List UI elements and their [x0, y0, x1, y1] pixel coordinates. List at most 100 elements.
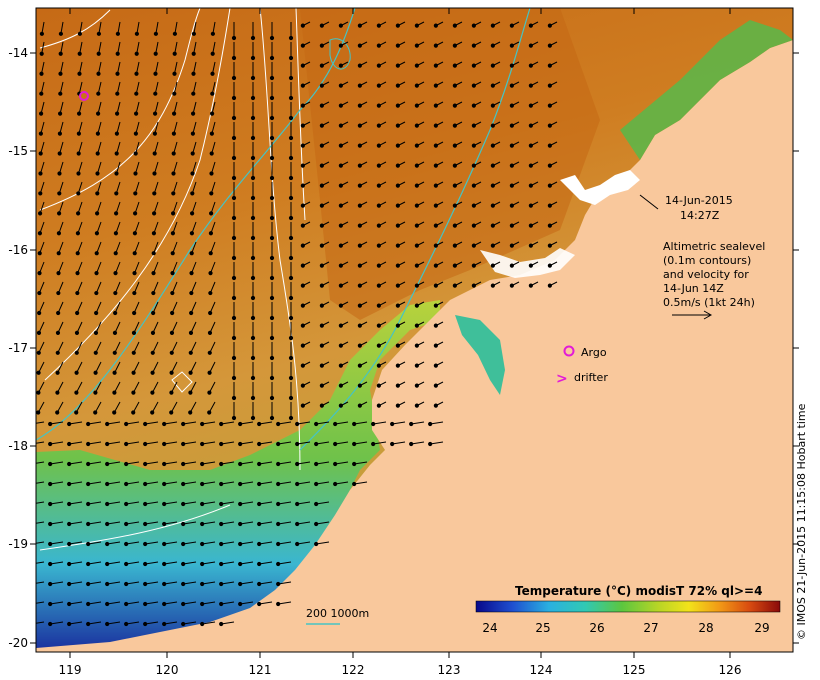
velocity-arrow-head — [57, 211, 62, 216]
velocity-arrow — [145, 481, 159, 485]
velocity-arrow-head — [48, 481, 53, 487]
velocity-arrow-head — [86, 461, 91, 467]
velocity-arrow-head — [490, 63, 495, 68]
sealevel-contour — [39, 504, 231, 551]
velocity-arrow-head — [490, 223, 495, 228]
velocity-arrow-head — [67, 421, 72, 427]
velocity-arrow — [107, 621, 121, 625]
velocity-arrow-head — [338, 63, 343, 68]
velocity-arrow-head — [414, 123, 419, 128]
velocity-arrow-head — [151, 271, 156, 276]
velocity-arrow-head — [96, 51, 101, 56]
velocity-arrow-head — [231, 135, 237, 141]
velocity-arrow — [335, 461, 349, 465]
velocity-arrow — [202, 621, 216, 625]
velocity-arrow-head — [490, 83, 495, 88]
velocity-arrow-head — [153, 31, 158, 36]
velocity-arrow — [69, 481, 83, 485]
velocity-arrow-head — [357, 223, 362, 228]
y-axis-ticks: -14 -15 -16 -17 -18 -19 -20 — [8, 46, 799, 650]
velocity-arrow-head — [133, 151, 138, 156]
velocity-arrow-head — [352, 461, 357, 467]
velocity-arrow-head — [509, 243, 514, 248]
velocity-arrow-head — [231, 155, 237, 161]
velocity-arrow-head — [153, 71, 158, 76]
velocity-arrow-head — [409, 421, 414, 427]
velocity-arrow-head — [376, 303, 381, 308]
velocity-arrow-head — [113, 231, 119, 236]
velocity-arrow-head — [95, 111, 101, 116]
velocity-arrow-head — [269, 315, 275, 321]
velocity-arrow-head — [38, 131, 43, 136]
velocity-arrow-head — [547, 163, 552, 168]
velocity-arrow — [240, 541, 254, 545]
velocity-arrow-head — [452, 143, 457, 148]
velocity-arrow-head — [189, 251, 194, 256]
legend-line-1: Altimetric sealevel — [663, 240, 765, 253]
velocity-arrow — [297, 461, 311, 465]
velocity-arrow-head — [162, 481, 167, 487]
velocity-arrow-head — [547, 63, 552, 68]
velocity-arrow-head — [333, 421, 338, 427]
velocity-arrow-head — [143, 601, 148, 607]
velocity-arrow-head — [300, 363, 305, 368]
velocity-arrow-head — [319, 363, 324, 368]
velocity-arrow-head — [414, 263, 419, 268]
velocity-arrow-head — [376, 163, 381, 168]
velocity-arrow-head — [48, 561, 53, 567]
velocity-arrow-head — [357, 183, 362, 188]
velocity-arrow — [316, 541, 330, 545]
velocity-arrow-head — [74, 370, 79, 375]
velocity-arrow-head — [288, 155, 294, 161]
velocity-arrow-head — [30, 582, 33, 585]
velocity-arrow — [392, 421, 406, 425]
velocity-arrow-head — [151, 231, 157, 236]
velocity-arrow-head — [376, 243, 381, 248]
velocity-arrow-head — [395, 143, 400, 148]
velocity-arrow — [88, 481, 102, 485]
velocity-arrow-head — [162, 581, 167, 587]
velocity-arrow — [50, 601, 64, 605]
velocity-arrow — [183, 501, 197, 505]
velocity-arrow-head — [352, 481, 357, 487]
velocity-arrow-head — [36, 410, 41, 415]
velocity-arrow-head — [162, 541, 167, 547]
y-tick-label: -18 — [8, 439, 28, 453]
velocity-arrow-head — [357, 23, 362, 28]
velocity-arrow — [354, 421, 368, 425]
velocity-arrow-head — [105, 621, 110, 627]
velocity-arrow-head — [105, 521, 110, 527]
velocity-arrow-head — [169, 370, 174, 375]
velocity-arrow-head — [288, 375, 294, 381]
velocity-arrow-head — [115, 71, 120, 76]
velocity-arrow — [69, 541, 83, 545]
velocity-arrow-head — [395, 263, 400, 268]
velocity-arrow-head — [428, 421, 433, 427]
velocity-arrow-head — [190, 151, 195, 156]
velocity-arrow-head — [162, 521, 167, 527]
velocity-arrow-head — [38, 151, 43, 156]
velocity-arrow — [183, 621, 197, 625]
velocity-arrow-head — [188, 390, 193, 395]
velocity-arrow-head — [200, 541, 205, 547]
velocity-arrow-head — [376, 223, 381, 228]
velocity-arrow-head — [414, 203, 419, 208]
velocity-arrow-head — [490, 103, 495, 108]
velocity-arrow-head — [143, 441, 148, 447]
colorbar-tick-label: 25 — [535, 621, 550, 635]
velocity-arrow — [240, 461, 254, 465]
velocity-arrow — [69, 621, 83, 625]
velocity-arrow-head — [86, 421, 91, 427]
velocity-arrow-head — [143, 481, 148, 487]
velocity-arrow-head — [452, 43, 457, 48]
velocity-arrow-head — [433, 63, 438, 68]
velocity-arrow-head — [134, 31, 139, 36]
velocity-arrow-head — [56, 251, 61, 256]
velocity-arrow — [259, 441, 273, 445]
velocity-arrow-head — [93, 410, 98, 415]
velocity-arrow-head — [38, 171, 43, 176]
velocity-arrow-head — [151, 290, 156, 296]
date-label: 14-Jun-2015 — [665, 194, 733, 207]
velocity-arrow-head — [490, 183, 495, 188]
velocity-arrow-head — [300, 63, 305, 68]
